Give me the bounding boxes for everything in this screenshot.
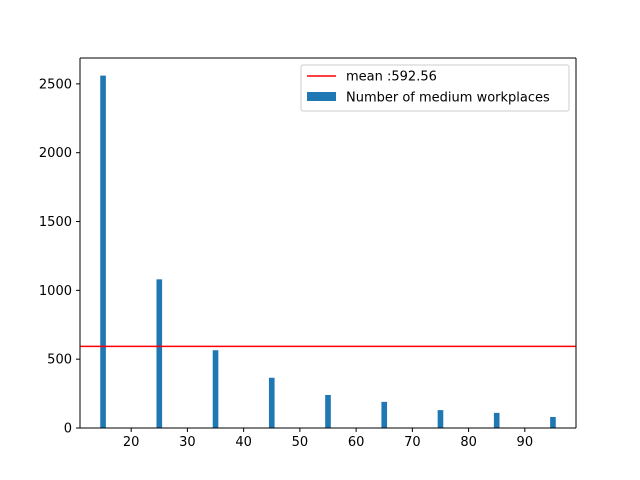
x-tick-label: 80 (460, 435, 477, 450)
bar-95 (550, 416, 556, 428)
x-tick-label: 20 (123, 435, 140, 450)
bar-85 (493, 412, 500, 428)
y-tick-label: 500 (47, 353, 72, 368)
bars-group (100, 75, 556, 428)
legend-box (300, 64, 570, 112)
bar-75 (437, 410, 444, 428)
x-tick-label: 70 (404, 435, 421, 450)
axes-group (79, 57, 577, 429)
legend-series-label: Number of medium workplaces (346, 91, 550, 106)
x-tick-label: 40 (235, 435, 252, 450)
bar-25 (156, 279, 163, 428)
x-tick-label: 50 (292, 435, 309, 450)
bar-15 (100, 75, 106, 428)
bar-55 (325, 394, 331, 428)
y-ticks-group: 0 500 1000 1500 2000 2500 (39, 77, 80, 437)
y-tick-label: 1000 (39, 284, 72, 299)
bar-35 (212, 350, 219, 428)
bar-65 (381, 401, 388, 428)
y-tick-label: 1500 (39, 215, 72, 230)
legend-mean-label: mean :592.56 (346, 70, 437, 85)
legend-series-swatch (307, 92, 336, 101)
y-tick-label: 2500 (39, 77, 72, 92)
plot-area (80, 58, 576, 428)
x-tick-label: 30 (179, 435, 196, 450)
x-tick-label: 90 (517, 435, 534, 450)
y-tick-label: 2000 (39, 146, 72, 161)
bar-45 (268, 377, 275, 428)
legend: mean :592.56 Number of medium workplaces (300, 64, 570, 112)
y-tick-label: 0 (64, 422, 72, 437)
x-tick-label: 60 (348, 435, 365, 450)
x-ticks-group: 20 30 40 50 60 70 80 90 (123, 428, 533, 450)
